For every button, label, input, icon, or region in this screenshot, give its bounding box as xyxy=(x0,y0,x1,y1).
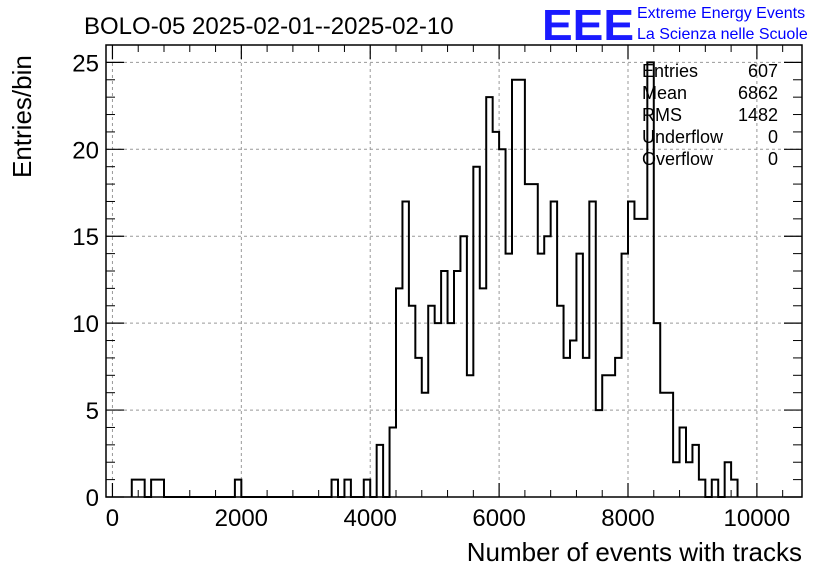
y-tick-label: 25 xyxy=(72,50,99,77)
axis-ticks xyxy=(106,44,802,498)
logo-line1: Extreme Energy Events xyxy=(637,5,805,22)
x-tick-label: 8000 xyxy=(601,505,654,532)
stat-value: 1482 xyxy=(738,105,778,125)
stat-value: 0 xyxy=(768,127,778,147)
logo-mark: EEE xyxy=(542,1,634,50)
y-tick-label: 5 xyxy=(86,398,99,425)
histogram-line xyxy=(130,61,739,498)
y-tick-label: 15 xyxy=(72,224,99,251)
stat-label: Mean xyxy=(642,83,687,103)
stat-value: 607 xyxy=(748,61,778,81)
x-tick-label: 4000 xyxy=(344,505,397,532)
y-tick-label: 10 xyxy=(72,311,99,338)
x-tick-label: 10000 xyxy=(724,505,791,532)
y-axis-title: Entries/bin xyxy=(7,55,37,178)
chart-title: BOLO-05 2025-02-01--2025-02-10 xyxy=(84,13,454,40)
x-tick-label: 2000 xyxy=(215,505,268,532)
x-tick-label: 6000 xyxy=(472,505,525,532)
x-axis-title: Number of events with tracks xyxy=(467,537,802,567)
eee-logo: EEE Extreme Energy Events La Scienza nel… xyxy=(542,1,808,50)
y-tick-label: 0 xyxy=(86,485,99,512)
y-tick-label: 20 xyxy=(72,137,99,164)
stat-label: Overflow xyxy=(642,149,714,169)
stats-box: Entries 607 Mean 6862 RMS 1482 Underflow 0 Overf… xyxy=(642,61,778,169)
stat-label: Entries xyxy=(642,61,698,81)
logo-line2: La Scienza nelle Scuole xyxy=(637,26,808,43)
stat-value: 0 xyxy=(768,149,778,169)
stat-value: 6862 xyxy=(738,83,778,103)
x-tick-label: 0 xyxy=(106,505,119,532)
stat-label: Underflow xyxy=(642,127,724,147)
tick-labels: 0 2000 4000 6000 8000 10000 0 5 10 15 20 25 xyxy=(72,50,790,532)
stat-label: RMS xyxy=(642,105,682,125)
